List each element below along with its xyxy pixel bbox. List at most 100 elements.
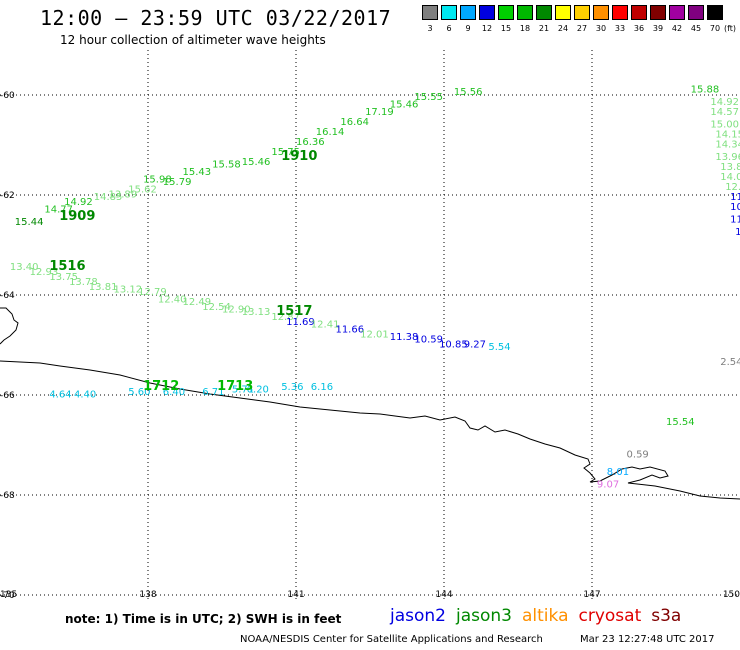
generated-timestamp: Mar 23 12:27:48 UTC 2017 bbox=[580, 634, 715, 645]
wave-height-value: 15.75 bbox=[271, 147, 300, 158]
pass-time-label: 1712 bbox=[143, 379, 179, 394]
color-scale-unit: (ft) bbox=[724, 24, 737, 33]
satellite-legend-s3a: s3a bbox=[651, 606, 682, 626]
wave-height-value: 13.86 bbox=[720, 162, 740, 173]
wave-height-value: 14.85 bbox=[94, 192, 123, 203]
wave-height-value: 4.40 bbox=[74, 390, 96, 401]
scale-swatch-9 bbox=[460, 5, 476, 20]
scale-swatch-18 bbox=[517, 5, 533, 20]
map-grid bbox=[0, 50, 740, 600]
wave-height-value: 10. bbox=[730, 202, 740, 213]
wave-height-value: 13.89 bbox=[109, 190, 138, 201]
scale-label: 27 bbox=[576, 24, 588, 33]
scale-label: 39 bbox=[652, 24, 664, 33]
antarctic-coastline bbox=[0, 307, 740, 500]
wave-height-value: 10.85 bbox=[439, 340, 468, 351]
satellite-legend-cryosat: cryosat bbox=[578, 606, 642, 626]
pass-time-label: 1910 bbox=[281, 149, 317, 164]
wave-height-value: 15.79 bbox=[163, 177, 192, 188]
wave-height-value: 0.59 bbox=[627, 450, 649, 461]
pass-time-label: 1713 bbox=[217, 379, 253, 394]
wave-height-value: 13.75 bbox=[49, 272, 78, 283]
scale-label: 18 bbox=[519, 24, 531, 33]
wave-height-value: 15.00 bbox=[710, 120, 739, 131]
scale-swatch-36 bbox=[631, 5, 647, 20]
longitude-tick-label: 141 bbox=[287, 590, 304, 600]
scale-label: 70 bbox=[709, 24, 721, 33]
longitude-tick-label: 150 bbox=[723, 590, 740, 600]
map-panel: 135 138 141 144 147 150 -60 -62 -64 -66 -68 -70 15.… bbox=[0, 50, 740, 600]
scale-label: 30 bbox=[595, 24, 607, 33]
latitude-tick-label: -70 bbox=[0, 591, 15, 600]
satellite-legend-altika: altika bbox=[522, 606, 569, 626]
wave-height-value: 6.16 bbox=[311, 382, 333, 393]
pass-time-label: 1909 bbox=[59, 209, 95, 224]
scale-swatch-39 bbox=[650, 5, 666, 20]
scale-swatch-70 bbox=[707, 5, 723, 20]
longitude-tick-label: 147 bbox=[583, 590, 600, 600]
pass-time-label: 1516 bbox=[49, 259, 85, 274]
wave-height-value: 12.54 bbox=[202, 302, 231, 313]
wave-height-value: 13.81 bbox=[89, 282, 118, 293]
wave-height-value: 14.92 bbox=[64, 197, 93, 208]
wave-height-value: 15.62 bbox=[128, 185, 157, 196]
wave-height-value: 12.40 bbox=[158, 295, 187, 306]
wave-height-value: 15.43 bbox=[183, 167, 212, 178]
wave-height-value: 5.54 bbox=[488, 342, 510, 353]
wave-height-value: 12.87 bbox=[271, 312, 300, 323]
wave-height-value: 8.01 bbox=[607, 467, 629, 478]
wave-height-value: 12.01 bbox=[360, 330, 389, 341]
wave-height-value: 4.64 bbox=[49, 390, 71, 401]
wave-height-value: 5.36 bbox=[281, 382, 303, 393]
scale-label: 36 bbox=[633, 24, 645, 33]
wave-height-value: 15.98 bbox=[143, 175, 172, 186]
wave-height-value: 15.54 bbox=[666, 417, 695, 428]
wave-height-value: 6.20 bbox=[247, 385, 269, 396]
wave-height-value: 15.44 bbox=[15, 217, 44, 228]
wave-height-value: 16.36 bbox=[296, 137, 325, 148]
scale-swatch-12 bbox=[479, 5, 495, 20]
wave-height-value: 13.13 bbox=[242, 307, 271, 318]
page-subtitle: 12 hour collection of altimeter wave hei… bbox=[60, 33, 326, 47]
wave-height-value: 13.12 bbox=[113, 285, 142, 296]
scale-label: 15 bbox=[500, 24, 512, 33]
scale-label: 33 bbox=[614, 24, 626, 33]
wave-height-value: 12.90 bbox=[222, 305, 251, 316]
scale-swatch-3 bbox=[422, 5, 438, 20]
wave-height-value: 15.56 bbox=[454, 87, 483, 98]
pass-labels: 1910 1909 1516 1517 1712 1713 bbox=[49, 149, 317, 394]
latitude-tick-label: -62 bbox=[0, 191, 15, 201]
scale-label: 6 bbox=[446, 24, 452, 33]
wave-height-value: 13.78 bbox=[69, 277, 98, 288]
scale-swatch-30 bbox=[593, 5, 609, 20]
wave-height-value: 11.69 bbox=[286, 317, 315, 328]
wave-height-value: 13.96 bbox=[715, 152, 740, 163]
satellite-legend-jason3: jason3 bbox=[456, 606, 512, 626]
axis-labels: 135 138 141 144 147 150 -60 -62 -64 -66 -68 -70 bbox=[0, 91, 740, 600]
legend-note: note: 1) Time is in UTC; 2) SWH is in fe… bbox=[65, 612, 342, 626]
satellite-legend-jason2: jason2 bbox=[390, 606, 446, 626]
wave-height-value: 14.34 bbox=[715, 140, 740, 151]
scale-label: 12 bbox=[481, 24, 493, 33]
scale-label: 42 bbox=[671, 24, 683, 33]
wave-height-observations: 15.5615.5515.4617.1916.6416.1416.3615.75… bbox=[10, 85, 740, 491]
credit-line: NOAA/NESDIS Center for Satellite Applica… bbox=[240, 634, 543, 645]
latitude-tick-label: -68 bbox=[0, 491, 15, 501]
longitude-tick-label: 135 bbox=[0, 590, 17, 600]
latitude-tick-label: -66 bbox=[0, 391, 15, 401]
scale-label: 45 bbox=[690, 24, 702, 33]
wave-height-value: 6.40 bbox=[163, 387, 185, 398]
wave-height-value: 9.07 bbox=[597, 480, 619, 491]
wave-height-value: 6.71 bbox=[202, 387, 224, 398]
wave-height-value: 11.66 bbox=[335, 325, 364, 336]
satellite-legend: jason2 jason3 altika cryosat s3a bbox=[390, 606, 691, 626]
page-title: 12:00 – 23:59 UTC 03/22/2017 bbox=[40, 6, 392, 30]
scale-swatch-33 bbox=[612, 5, 628, 20]
wave-height-value: 12.79 bbox=[138, 287, 167, 298]
wave-height-value: 5.60 bbox=[128, 387, 150, 398]
scale-swatch-21 bbox=[536, 5, 552, 20]
scale-swatch-15 bbox=[498, 5, 514, 20]
wave-height-value: 11 bbox=[730, 215, 740, 226]
wave-height-value: 5.71 bbox=[232, 385, 254, 396]
scale-swatch-27 bbox=[574, 5, 590, 20]
